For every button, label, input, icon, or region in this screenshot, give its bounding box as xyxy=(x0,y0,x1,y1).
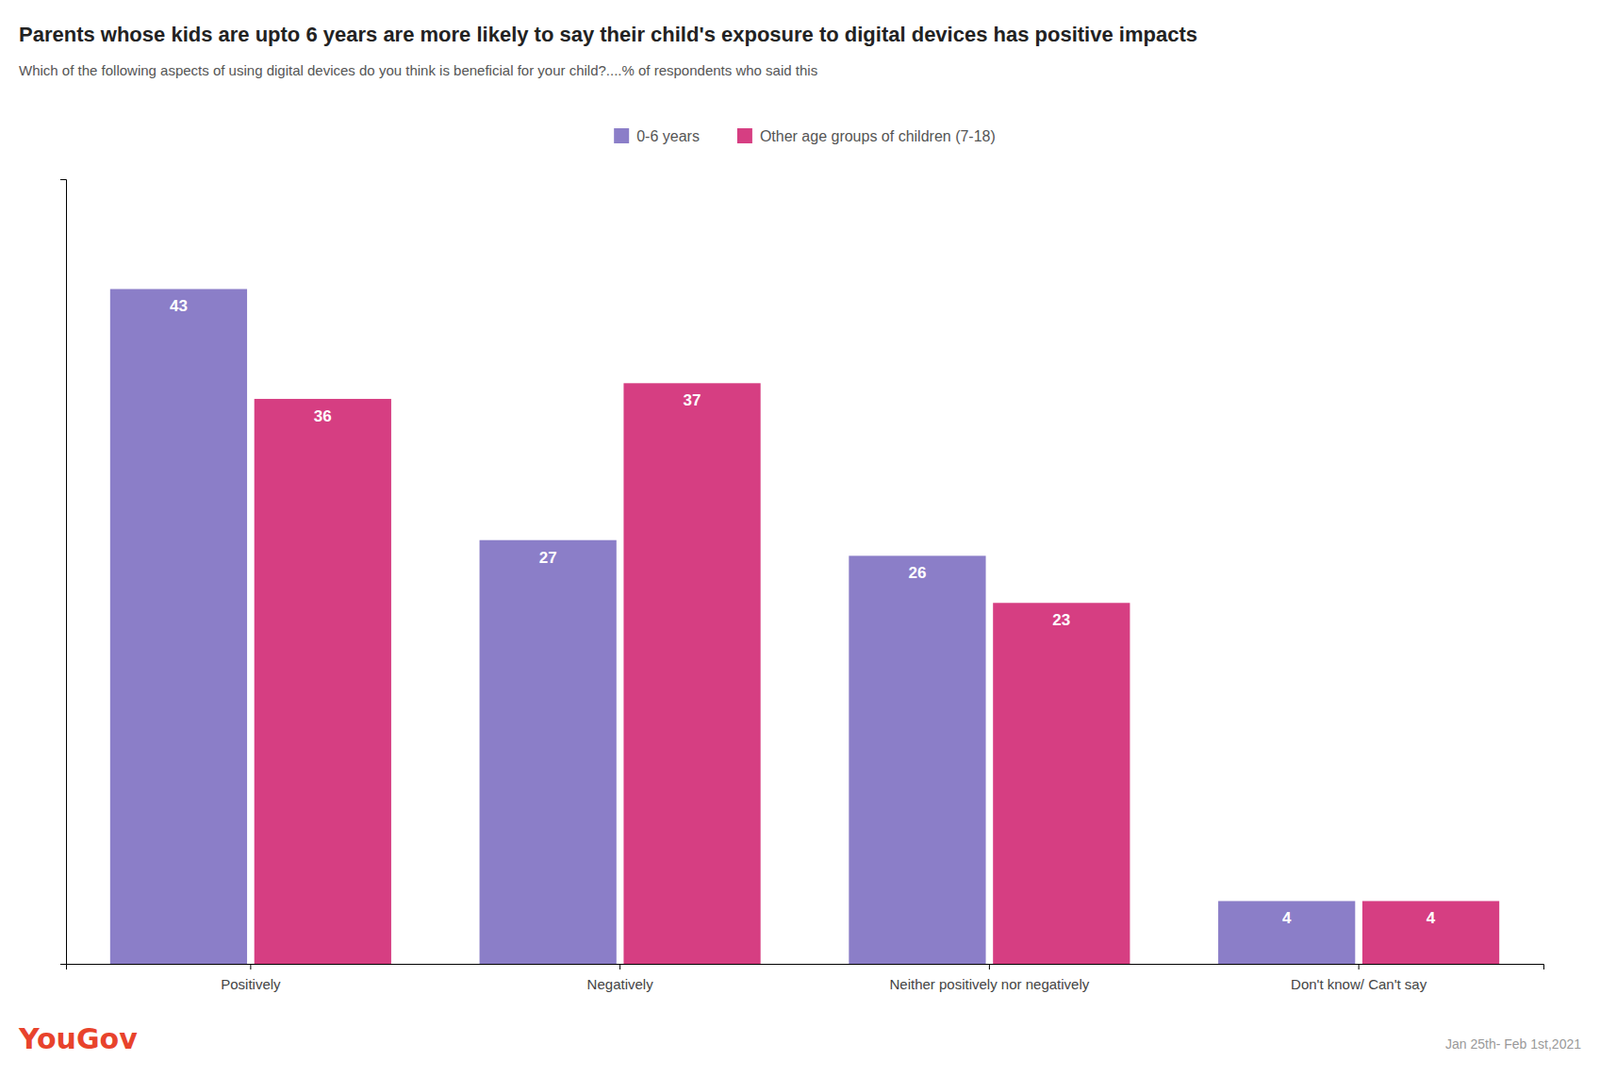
bar xyxy=(1218,900,1355,964)
x-tick-label: Negatively xyxy=(587,975,655,992)
chart-svg: Parents whose kids are upto 6 years are … xyxy=(0,0,1600,1077)
bars xyxy=(110,288,1500,964)
date-note: Jan 25th- Feb 1st,2021 xyxy=(1445,1036,1582,1052)
x-tick: Neither positively nor negatively xyxy=(889,963,1089,992)
data-label: 36 xyxy=(313,407,332,426)
x-axis-line xyxy=(66,964,1545,971)
legend-swatch xyxy=(737,128,753,144)
data-label: 4 xyxy=(1426,908,1436,927)
source-logo: YouGov xyxy=(17,1022,138,1056)
y-axis xyxy=(60,180,67,965)
x-tick: Negatively xyxy=(587,963,655,992)
x-tick-mark xyxy=(1358,963,1360,970)
x-tick-label: Neither positively nor negatively xyxy=(889,975,1089,992)
bar xyxy=(479,540,617,964)
x-axis: Positively Negatively Neither positively n… xyxy=(66,963,1545,992)
bar xyxy=(992,602,1130,964)
legend: 0-6 years Other age groups of children (7… xyxy=(613,128,996,145)
bar xyxy=(848,555,986,964)
y-axis-line xyxy=(60,180,67,965)
x-tick-label: Don't know/ Can't say xyxy=(1290,975,1428,992)
plot: 43 27 26 4 36 37 23 4 Positively Negatively Neithe… xyxy=(60,180,1545,993)
bar-series xyxy=(254,382,1500,964)
legend-swatch xyxy=(613,128,629,144)
bar xyxy=(110,288,248,964)
x-tick-mark xyxy=(619,963,621,970)
x-tick: Don't know/ Can't say xyxy=(1290,963,1428,992)
data-label: 26 xyxy=(907,563,926,582)
legend-label: 0-6 years xyxy=(636,128,700,145)
data-label: 23 xyxy=(1052,610,1071,629)
legend-item: Other age groups of children (7-18) xyxy=(737,128,996,145)
legend-item: 0-6 years xyxy=(613,128,700,145)
bar-series xyxy=(110,288,1355,964)
data-labels: 43 27 26 4 36 37 23 4 xyxy=(169,296,1436,927)
chart-container: Parents whose kids are upto 6 years are … xyxy=(0,0,1600,1077)
data-label: 37 xyxy=(683,391,702,410)
bar xyxy=(623,382,760,964)
bar xyxy=(1362,900,1500,964)
subtitle: Which of the following aspects of using … xyxy=(18,62,818,79)
bar xyxy=(254,398,392,964)
title: Parents whose kids are upto 6 years are … xyxy=(18,22,1198,47)
legend-label: Other age groups of children (7-18) xyxy=(759,128,996,145)
data-label: 4 xyxy=(1282,908,1292,927)
x-tick-mark xyxy=(249,963,251,970)
x-tick-mark xyxy=(989,963,990,970)
data-label: 43 xyxy=(169,296,188,315)
x-tick: Positively xyxy=(220,963,281,992)
x-tick-label: Positively xyxy=(220,975,281,992)
data-label: 27 xyxy=(539,548,558,567)
